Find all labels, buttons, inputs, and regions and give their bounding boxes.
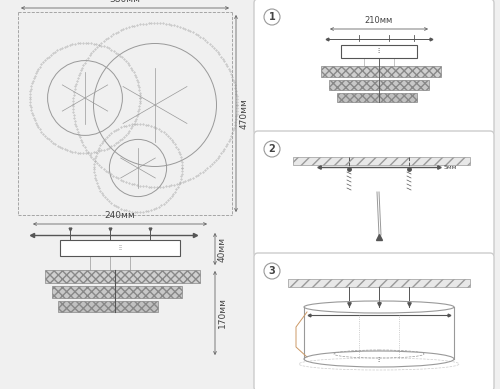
Bar: [45, 270, 200, 283]
Text: 1: 1: [268, 12, 276, 22]
Bar: [293, 157, 470, 165]
Text: 40мм: 40мм: [218, 237, 227, 261]
FancyBboxPatch shape: [254, 0, 494, 135]
Bar: [329, 80, 429, 90]
Text: 3: 3: [268, 266, 276, 276]
Text: ⵗⵗ: ⵗⵗ: [118, 245, 122, 251]
Bar: [321, 66, 441, 77]
Text: 380мм: 380мм: [110, 0, 140, 4]
Text: 2: 2: [268, 144, 276, 154]
Text: 5мм: 5мм: [444, 165, 458, 170]
Text: 240мм: 240мм: [104, 211, 136, 220]
Text: 210мм: 210мм: [365, 16, 393, 25]
Text: ⵗⵗ: ⵗⵗ: [378, 359, 381, 363]
Text: 170мм: 170мм: [218, 298, 227, 328]
Bar: [341, 45, 417, 58]
Bar: [288, 279, 470, 287]
Text: 470мм: 470мм: [240, 98, 249, 129]
Bar: [52, 286, 182, 298]
FancyBboxPatch shape: [254, 131, 494, 257]
FancyBboxPatch shape: [254, 253, 494, 389]
Text: ⵗⵗ: ⵗⵗ: [378, 49, 381, 54]
Bar: [58, 301, 158, 312]
Bar: [60, 240, 180, 256]
Bar: [337, 93, 417, 102]
